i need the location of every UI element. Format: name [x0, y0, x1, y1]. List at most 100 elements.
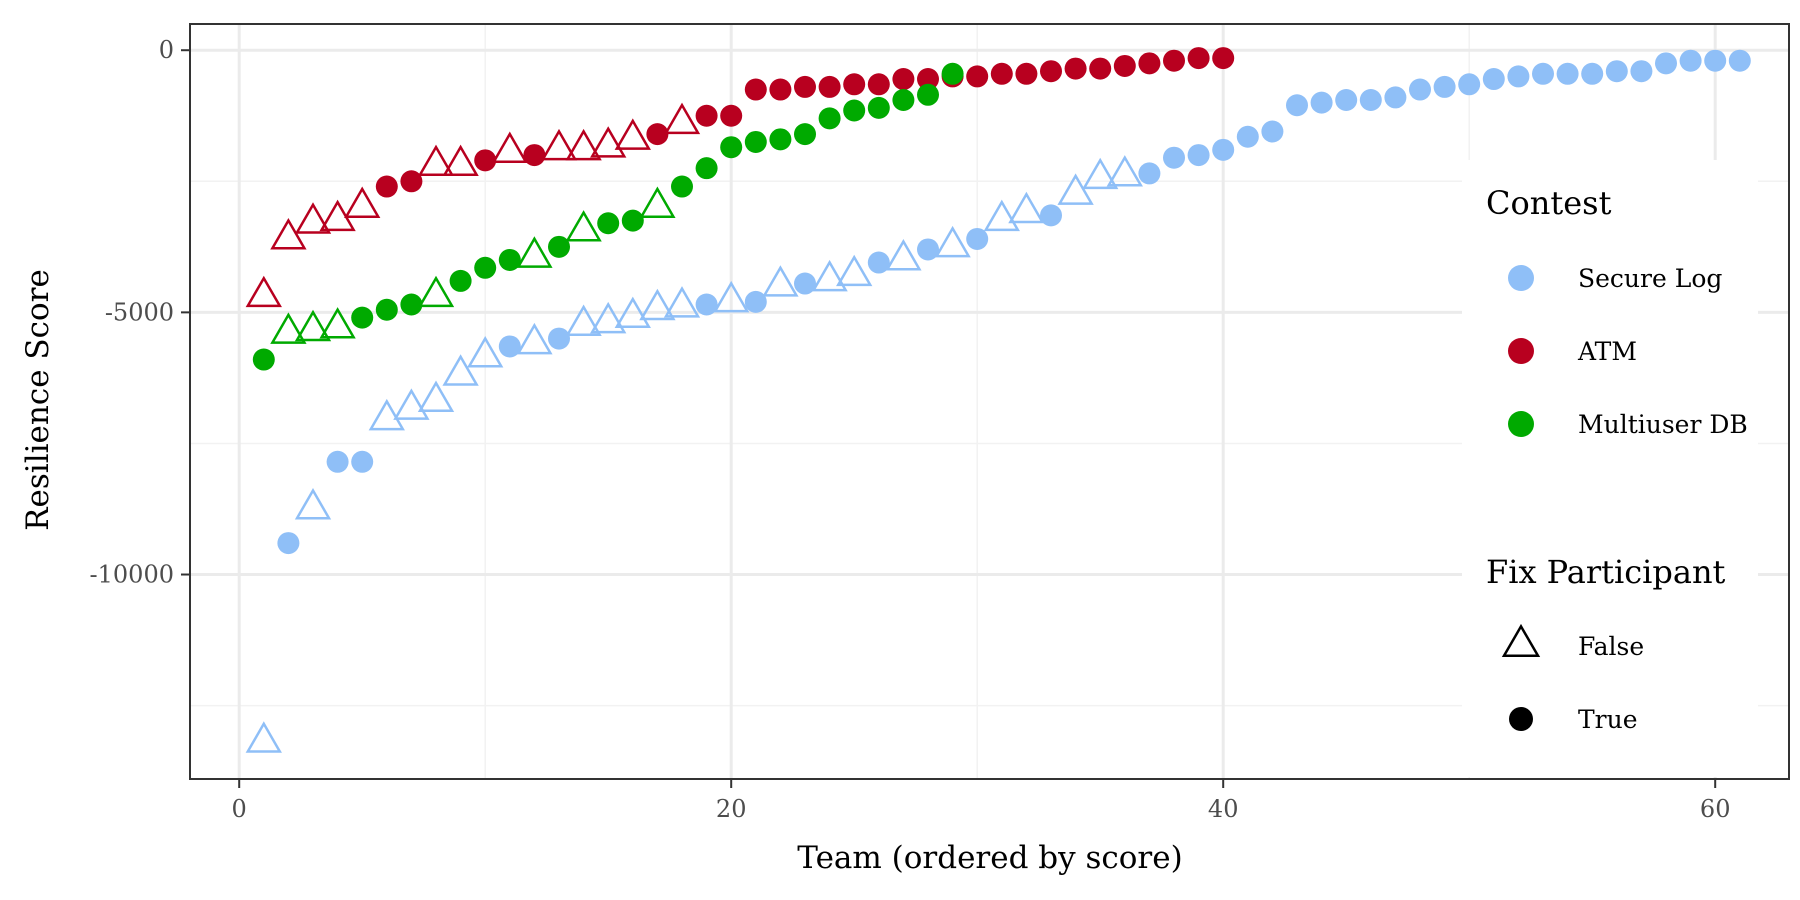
legend-key-fix-false — [1501, 623, 1541, 658]
secure-log-point-nofix — [1008, 191, 1045, 224]
multiuser-db-point-fix — [794, 123, 816, 146]
secure-log-point-nofix — [836, 254, 873, 287]
secure-log-point-nofix — [934, 225, 971, 258]
atm-point-fix — [1015, 62, 1038, 85]
atm-point-nofix — [491, 131, 528, 163]
secure-log-point-nofix — [417, 380, 455, 412]
multiuser-db-point-fix — [843, 99, 866, 122]
atm-point-fix — [966, 65, 989, 88]
atm-point-fix — [1113, 54, 1136, 77]
multiuser-db-point-fix — [597, 212, 620, 235]
y-axis-ticks: 0 -5000 -10000 — [90, 36, 190, 589]
multiuser-db-point-fix — [351, 306, 374, 329]
legend-key-multiuser-db — [1508, 411, 1534, 437]
multiuser-db-point-fix — [498, 248, 521, 271]
atm-point-nofix — [614, 118, 651, 150]
secure-log-point-fix — [548, 327, 570, 350]
atm-point-fix — [917, 68, 939, 91]
atm-point-fix — [1187, 47, 1210, 70]
atm-point-fix — [892, 68, 915, 91]
secure-log-point-nofix — [442, 354, 479, 386]
atm-point-fix — [474, 149, 497, 172]
secure-log-point-nofix — [294, 488, 332, 520]
secure-log-point-fix — [1728, 49, 1751, 72]
plot-border — [189, 23, 1790, 780]
secure-log-point-fix — [966, 227, 989, 250]
secure-log-point-fix — [1581, 62, 1604, 85]
secure-log-point-fix — [1630, 60, 1653, 83]
x-tick-label: 20 — [716, 795, 747, 823]
secure-log-point-nofix — [590, 301, 627, 334]
atm-point-fix — [1064, 57, 1087, 80]
atm-point-fix — [990, 62, 1013, 85]
secure-log-point-fix — [326, 450, 349, 473]
atm-point-fix — [843, 73, 866, 96]
multiuser-db-point-fix — [548, 235, 570, 258]
multiuser-db-point-fix — [744, 130, 767, 153]
secure-log-point-nofix — [1057, 173, 1094, 205]
multiuser-db-point-fix — [892, 89, 915, 112]
secure-log-point-fix — [744, 290, 767, 313]
multiuser-db-point-fix — [917, 83, 939, 106]
legend-fix-items: False True — [1501, 623, 1644, 734]
atm-point-fix — [375, 175, 398, 198]
legend-background — [1462, 160, 1758, 777]
atm-point-nofix — [565, 128, 602, 161]
legend-label-atm: ATM — [1577, 337, 1637, 366]
multiuser-db-point-fix — [867, 96, 890, 119]
atm-point-fix — [794, 75, 816, 98]
secure-log-point-fix — [1679, 49, 1702, 72]
atm-point-fix — [867, 73, 890, 96]
multiuser-db-point-fix — [252, 348, 275, 371]
multiuser-db-point-fix — [941, 62, 964, 85]
secure-log-point-nofix — [516, 322, 553, 355]
secure-log-point-fix — [695, 293, 718, 316]
secure-log-point-fix — [1286, 94, 1308, 117]
secure-log-point-nofix — [639, 288, 676, 321]
multiuser-db-point-fix — [769, 128, 792, 151]
legend-key-atm — [1508, 338, 1534, 364]
x-tick-label: 0 — [232, 795, 247, 823]
secure-log-point-nofix — [663, 286, 701, 318]
secure-log-point-nofix — [1082, 157, 1119, 190]
atm-point-fix — [1138, 52, 1161, 75]
atm-point-fix — [1163, 49, 1185, 72]
secure-log-point-fix — [351, 450, 374, 473]
multiuser-db-point-fix — [621, 209, 644, 232]
multiuser-db-point-nofix — [417, 275, 455, 308]
legend: Contest Secure Log ATM Multiuser DB Fix Pa… — [1462, 160, 1758, 777]
atm-point-nofix — [417, 144, 455, 177]
legend-label-fix-true: True — [1578, 705, 1638, 734]
x-axis-title: Team (ordered by score) — [797, 840, 1182, 876]
multiuser-db-point-nofix — [639, 186, 676, 218]
secure-log-point-fix — [1458, 73, 1481, 96]
atm-point-fix — [695, 104, 718, 127]
secure-log-point-fix — [1310, 91, 1333, 114]
multiuser-db-point-fix — [671, 175, 693, 198]
atm-point-nofix — [245, 275, 282, 308]
atm-point-fix — [1212, 47, 1235, 70]
secure-log-point-fix — [1335, 89, 1358, 112]
secure-log-point-fix — [498, 335, 521, 358]
y-tick-label: -5000 — [105, 298, 174, 326]
legend-contest-items: Secure Log ATM Multiuser DB — [1508, 264, 1748, 439]
multiuser-db-point-fix — [400, 293, 423, 316]
legend-fix-title: Fix Participant — [1486, 553, 1726, 591]
atm-point-fix — [1040, 60, 1062, 83]
legend-contest-title: Contest — [1486, 184, 1612, 222]
atm-point-fix — [523, 144, 546, 167]
legend-key-fix-true — [1509, 707, 1533, 731]
multiuser-db-point-fix — [818, 107, 841, 130]
multiuser-db-point-nofix — [319, 307, 356, 339]
atm-point-fix — [818, 75, 841, 98]
atm-point-nofix — [442, 144, 479, 177]
secure-log-point-nofix — [368, 398, 405, 431]
legend-key-secure-log — [1508, 265, 1534, 291]
secure-log-point-fix — [277, 532, 300, 555]
secure-log-point-nofix — [811, 259, 848, 292]
secure-log-point-fix — [1261, 120, 1284, 143]
secure-log-point-fix — [1409, 78, 1431, 101]
secure-log-point-fix — [1212, 138, 1235, 161]
atm-point-fix — [744, 78, 767, 101]
